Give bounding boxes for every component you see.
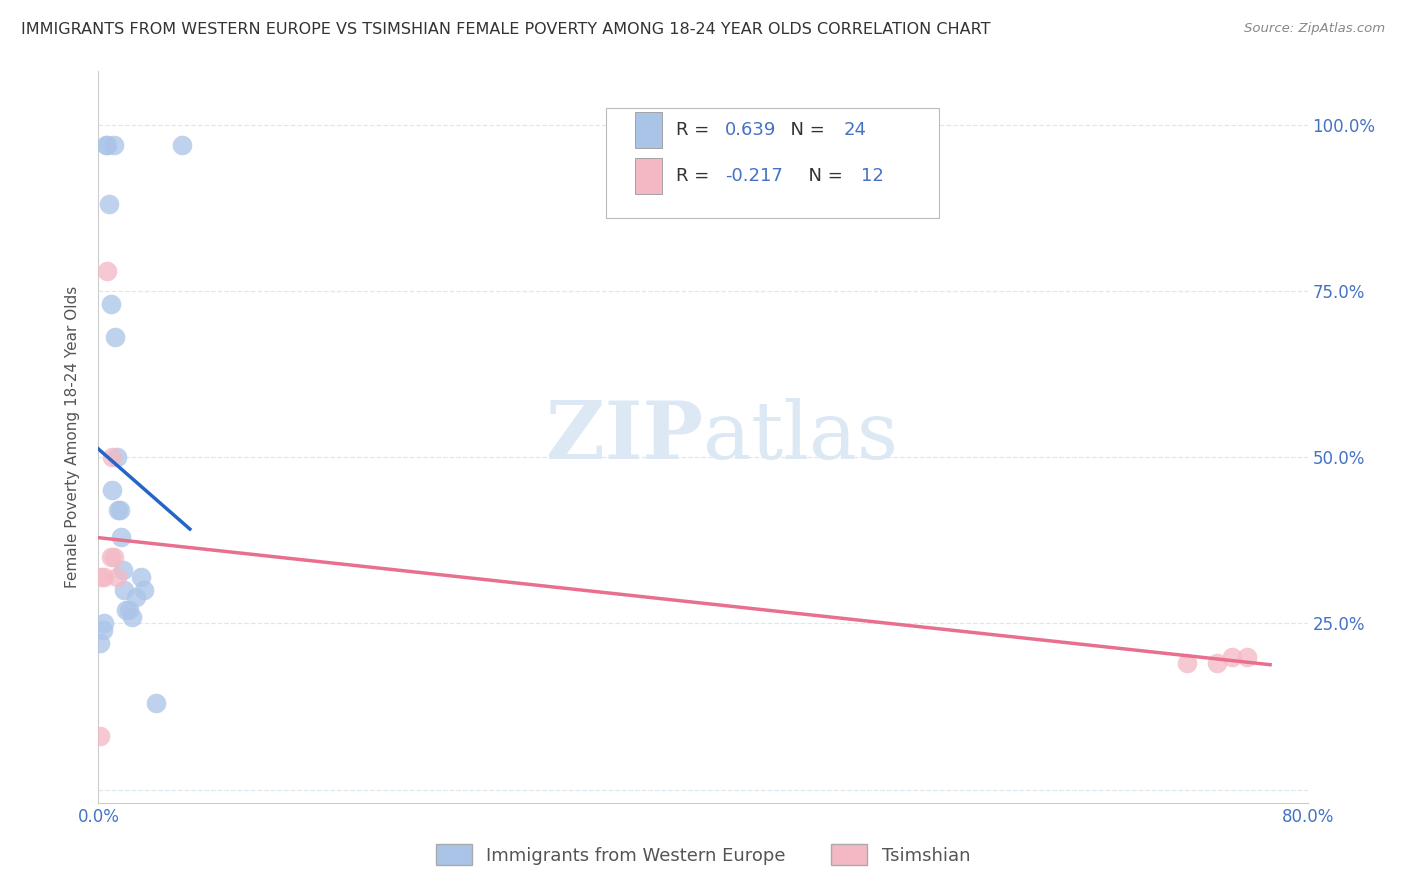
Point: [121, 609, 143, 624]
Text: N =: N =: [779, 121, 831, 139]
Point: [145, 696, 167, 710]
Point: [89, 729, 111, 743]
Point: [1175, 656, 1198, 670]
Text: R =: R =: [676, 121, 716, 139]
Text: 12: 12: [862, 167, 884, 185]
Point: [105, 570, 128, 584]
Text: 24: 24: [844, 121, 866, 139]
FancyBboxPatch shape: [636, 158, 662, 194]
Point: [101, 450, 124, 464]
Point: [125, 590, 148, 604]
Point: [1220, 649, 1243, 664]
Text: N =: N =: [797, 167, 849, 185]
Text: Source: ZipAtlas.com: Source: ZipAtlas.com: [1244, 22, 1385, 36]
Point: [90, 570, 112, 584]
FancyBboxPatch shape: [606, 108, 939, 218]
Legend: Immigrants from Western Europe, Tsimshian: Immigrants from Western Europe, Tsimshia…: [427, 835, 979, 874]
Point: [93, 570, 115, 584]
Point: [118, 603, 141, 617]
Text: 0.639: 0.639: [724, 121, 776, 139]
Point: [96, 264, 118, 278]
Text: ZIP: ZIP: [546, 398, 703, 476]
Point: [112, 582, 135, 597]
Text: -0.217: -0.217: [724, 167, 783, 185]
Point: [107, 503, 129, 517]
Point: [103, 137, 125, 152]
Point: [91, 623, 114, 637]
Point: [100, 297, 122, 311]
Point: [1236, 649, 1258, 664]
Point: [98, 197, 121, 211]
Point: [96, 137, 118, 152]
Text: IMMIGRANTS FROM WESTERN EUROPE VS TSIMSHIAN FEMALE POVERTY AMONG 18-24 YEAR OLDS: IMMIGRANTS FROM WESTERN EUROPE VS TSIMSH…: [21, 22, 991, 37]
Point: [100, 549, 122, 564]
Point: [103, 549, 125, 564]
Point: [170, 137, 193, 152]
Point: [1206, 656, 1229, 670]
Point: [111, 563, 134, 577]
Point: [94, 137, 117, 152]
Text: R =: R =: [676, 167, 716, 185]
Point: [129, 570, 152, 584]
Point: [132, 582, 155, 597]
Point: [108, 503, 131, 517]
Point: [105, 450, 128, 464]
Point: [110, 530, 132, 544]
Point: [101, 483, 124, 498]
Point: [114, 603, 136, 617]
Text: atlas: atlas: [703, 398, 898, 476]
FancyBboxPatch shape: [636, 112, 662, 148]
Point: [104, 330, 127, 344]
Y-axis label: Female Poverty Among 18-24 Year Olds: Female Poverty Among 18-24 Year Olds: [65, 286, 80, 588]
Point: [93, 616, 115, 631]
Point: [89, 636, 111, 650]
